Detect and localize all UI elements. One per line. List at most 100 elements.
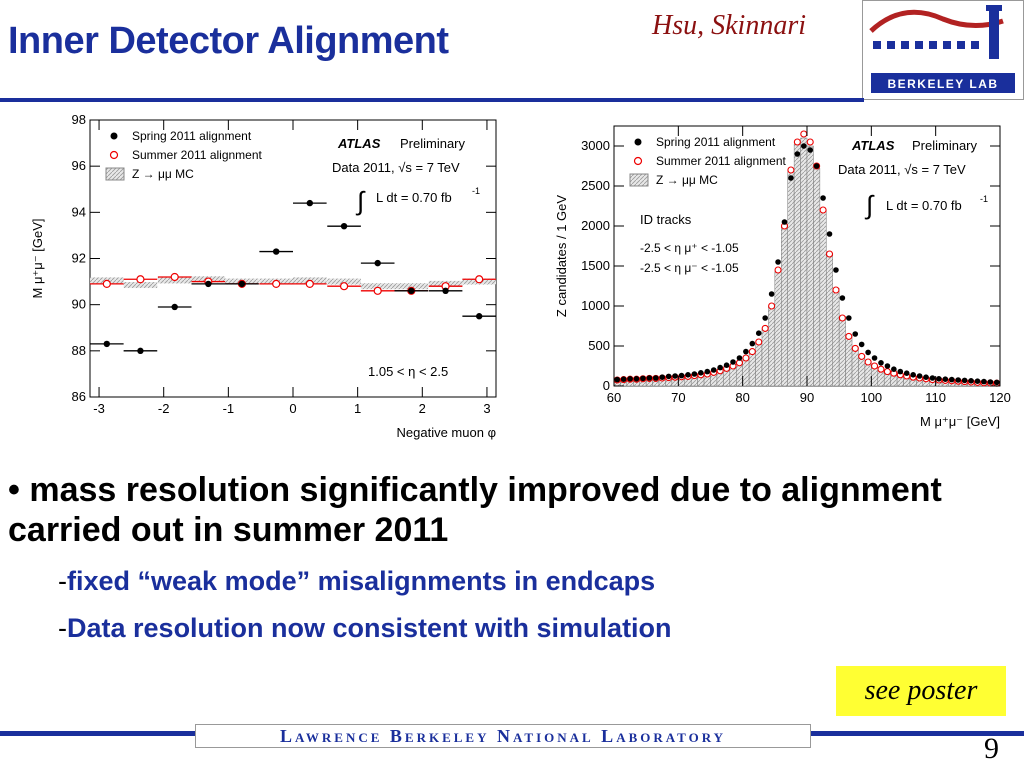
mc-histogram-bar bbox=[858, 355, 866, 387]
spring-point bbox=[691, 371, 698, 377]
spring-point bbox=[723, 362, 730, 368]
spring-point bbox=[646, 375, 653, 381]
sub-bullet-2: -Data resolution now consistent with sim… bbox=[58, 613, 672, 644]
spring-point bbox=[961, 377, 968, 384]
summer-point bbox=[272, 279, 281, 288]
summer-point bbox=[136, 275, 145, 284]
legend-marker-spring bbox=[634, 138, 642, 146]
spring-point bbox=[916, 373, 923, 379]
spring-point bbox=[653, 375, 659, 381]
see-poster-note: see poster bbox=[836, 666, 1006, 716]
spring-point bbox=[910, 372, 916, 378]
summer-point bbox=[305, 279, 314, 288]
spring-point bbox=[749, 340, 756, 347]
x-tick-label: 70 bbox=[671, 390, 685, 405]
authors-label: Hsu, Skinnari bbox=[652, 10, 806, 41]
plot-mass-vs-phi: -3 -2 -1 0 1 2 3 86 88 90 92 94 96 98 M μ⁺μ⁻ [GeV] Ne… bbox=[12, 112, 502, 452]
spring-point bbox=[475, 313, 483, 320]
mc-histogram-bar bbox=[729, 366, 737, 387]
atlas-label: ATLAS Preliminary Data 2011, √s = 7 TeV … bbox=[332, 136, 480, 379]
x-tick-label: 90 bbox=[800, 390, 814, 405]
summer-point bbox=[825, 250, 834, 258]
x-tick-label: 110 bbox=[925, 390, 946, 405]
spring-point bbox=[826, 231, 833, 237]
legend-marker-summer bbox=[109, 150, 119, 160]
spring-point bbox=[858, 341, 865, 348]
y-tick-label: 1500 bbox=[581, 258, 610, 273]
footer-lab-name: Lawrence Berkeley National Laboratory bbox=[195, 724, 811, 748]
y-tick-label: 3000 bbox=[581, 138, 610, 153]
summer-point bbox=[851, 344, 859, 352]
spring-point bbox=[633, 376, 640, 382]
plot-mass-distribution: 60 70 80 90 100 110 120 0 500 1000 1500 2000 2500 300… bbox=[548, 112, 1024, 442]
spring-point bbox=[678, 372, 685, 379]
spring-point bbox=[627, 376, 633, 382]
mc-histogram-bar bbox=[793, 144, 801, 387]
mc-histogram-bar bbox=[826, 252, 833, 387]
spring-point bbox=[781, 219, 788, 225]
x-tick-label: 120 bbox=[989, 390, 1011, 405]
spring-point bbox=[968, 378, 974, 384]
y-axis-label: M μ⁺μ⁻ [GeV] bbox=[30, 219, 45, 299]
spring-point bbox=[813, 163, 820, 169]
bullet-list: • mass resolution significantly improved… bbox=[8, 470, 998, 550]
summer-point bbox=[475, 275, 484, 284]
y-tick-label: 1000 bbox=[581, 298, 610, 313]
summer-point bbox=[864, 358, 872, 366]
y-tick-label: 98 bbox=[72, 112, 86, 127]
legend-marker-summer bbox=[633, 156, 643, 166]
atlas-label: ATLAS Preliminary Data 2011, √s = 7 TeV … bbox=[640, 138, 988, 275]
spring-point bbox=[852, 331, 859, 337]
spring-point bbox=[884, 363, 891, 369]
mc-band bbox=[327, 278, 361, 285]
legend-marker-mc bbox=[105, 167, 125, 181]
spring-point bbox=[665, 373, 672, 380]
y-tick-label: 0 bbox=[603, 378, 610, 393]
sub-bullet-text: fixed “weak mode” misalignments in endca… bbox=[67, 566, 656, 596]
spring-point bbox=[878, 360, 884, 366]
spring-point bbox=[272, 248, 280, 255]
x-axis-label: Negative muon φ bbox=[397, 425, 496, 440]
mass-distribution-chart: 60 70 80 90 100 110 120 0 500 1000 1500 2000 2500 300… bbox=[554, 125, 1011, 429]
x-tick-label: 80 bbox=[735, 390, 749, 405]
spring-point bbox=[659, 374, 666, 381]
mc-histogram-bar bbox=[800, 137, 808, 387]
spring-point bbox=[768, 291, 775, 297]
legend-marker-mc bbox=[629, 173, 649, 187]
y-tick-label: 2500 bbox=[581, 178, 610, 193]
spring-point bbox=[987, 379, 994, 385]
summer-point bbox=[787, 166, 795, 174]
summer-point bbox=[838, 314, 846, 322]
mc-histogram-bar bbox=[748, 352, 756, 387]
summer-point bbox=[755, 338, 763, 346]
spring-point bbox=[685, 372, 691, 378]
spring-point bbox=[923, 374, 929, 381]
spring-point bbox=[640, 375, 646, 382]
berkeley-lab-logo: BERKELEY LAB bbox=[862, 0, 1024, 100]
summer-point bbox=[870, 362, 879, 370]
y-tick-label: 94 bbox=[72, 204, 86, 219]
lumi-exponent: -1 bbox=[980, 194, 988, 204]
spring-point bbox=[993, 379, 1000, 386]
summer-point bbox=[102, 279, 111, 288]
spring-point bbox=[137, 347, 144, 355]
x-tick-label: -2 bbox=[158, 401, 170, 416]
spring-point bbox=[717, 364, 723, 371]
y-tick-label: 90 bbox=[72, 297, 86, 312]
mass-vs-phi-chart: -3 -2 -1 0 1 2 3 86 88 90 92 94 96 98 M μ⁺μ⁻ [GeV] Ne… bbox=[30, 112, 497, 440]
spring-point bbox=[704, 368, 711, 375]
bullet-marker: • bbox=[8, 471, 20, 509]
spring-point bbox=[948, 376, 955, 383]
mc-histogram-bar bbox=[851, 347, 859, 387]
spring-point bbox=[736, 355, 743, 361]
x-axis-label: M μ⁺μ⁻ [GeV] bbox=[920, 414, 1000, 429]
x-tick-label: -1 bbox=[223, 401, 235, 416]
logo-text: BERKELEY LAB bbox=[887, 77, 998, 91]
legend-entry: Spring 2011 alignment bbox=[132, 129, 252, 143]
summer-point bbox=[170, 272, 179, 282]
summer-point bbox=[742, 354, 750, 362]
spring-point bbox=[807, 147, 814, 153]
y-tick-label: 88 bbox=[72, 343, 86, 358]
spring-point bbox=[846, 315, 852, 321]
spring-point bbox=[205, 280, 212, 288]
